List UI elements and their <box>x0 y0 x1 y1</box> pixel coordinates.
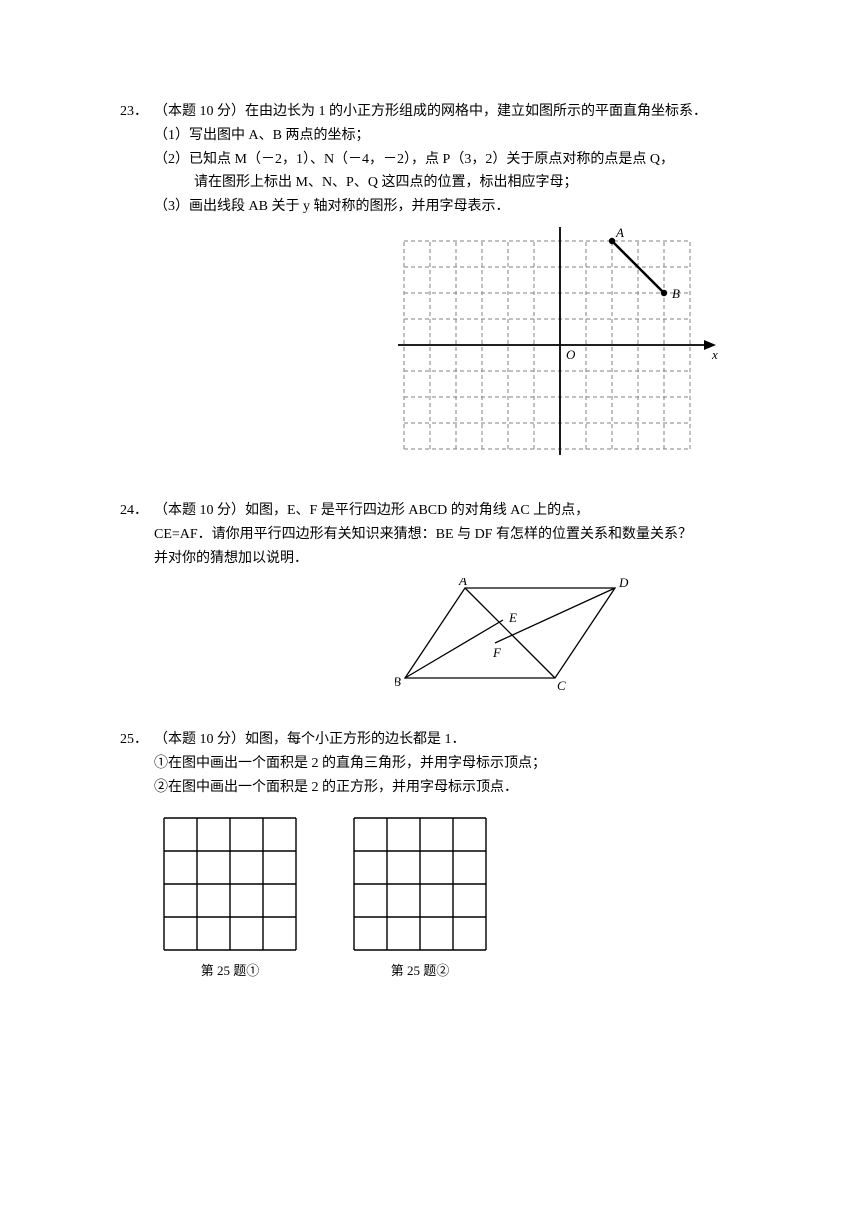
problem-25-figures: 第 25 题① 第 25 题② <box>120 814 740 982</box>
problem-24-figure: A D B C E F <box>120 578 740 698</box>
problem-25-grid2-col: 第 25 题② <box>350 814 490 982</box>
svg-text:B: B <box>672 286 680 301</box>
problem-25-number: 25． <box>120 728 154 799</box>
problem-24-body: （本题 10 分）如图，E、F 是平行四边形 ABCD 的对角线 AC 上的点， <box>154 499 740 523</box>
problem-24-head: 24． （本题 10 分）如图，E、F 是平行四边形 ABCD 的对角线 AC … <box>120 499 740 523</box>
problem-23-sub2b: 请在图形上标出 M、N、P、Q 这四点的位置，标出相应字母； <box>154 171 740 195</box>
problem-24: 24． （本题 10 分）如图，E、F 是平行四边形 ABCD 的对角线 AC … <box>120 499 740 698</box>
svg-text:C: C <box>557 678 566 693</box>
problem-23-text: （本题 10 分）在由边长为 1 的小正方形组成的网格中，建立如图所示的平面直角… <box>154 100 740 124</box>
problem-25-sub2: ②在图中画出一个面积是 2 的正方形，并用字母标示顶点． <box>154 776 740 800</box>
svg-text:A: A <box>615 227 624 240</box>
problem-25-sub1: ①在图中画出一个面积是 2 的直角三角形，并用字母标示顶点； <box>154 752 740 776</box>
problem-23-number: 23． <box>120 100 154 219</box>
problem-25-caption1: 第 25 题① <box>160 960 300 982</box>
problem-25: 25． （本题 10 分）如图，每个小正方形的边长都是 1． ①在图中画出一个面… <box>120 728 740 981</box>
grid-1-svg <box>160 814 300 954</box>
svg-text:B: B <box>395 674 401 689</box>
problem-23-sub1: （1）写出图中 A、B 两点的坐标； <box>154 124 740 148</box>
problem-23-sub3: （3）画出线段 AB 关于 y 轴对称的图形，并用字母表示． <box>154 195 740 219</box>
problem-24-text1: （本题 10 分）如图，E、F 是平行四边形 ABCD 的对角线 AC 上的点， <box>154 499 740 523</box>
svg-text:F: F <box>492 645 502 660</box>
problem-23-head: 23． （本题 10 分）在由边长为 1 的小正方形组成的网格中，建立如图所示的… <box>120 100 740 219</box>
grid-2-svg <box>350 814 490 954</box>
problem-24-number: 24． <box>120 499 154 523</box>
svg-text:E: E <box>508 610 517 625</box>
problem-23-body: （本题 10 分）在由边长为 1 的小正方形组成的网格中，建立如图所示的平面直角… <box>154 100 740 219</box>
problem-24-text2: CE=AF．请你用平行四边形有关知识来猜想：BE 与 DF 有怎样的位置关系和数… <box>120 523 740 547</box>
problem-23-figure: yxOAB <box>120 227 740 469</box>
svg-text:D: D <box>618 578 629 590</box>
problem-25-head: 25． （本题 10 分）如图，每个小正方形的边长都是 1． ①在图中画出一个面… <box>120 728 740 799</box>
problem-25-body: （本题 10 分）如图，每个小正方形的边长都是 1． ①在图中画出一个面积是 2… <box>154 728 740 799</box>
parallelogram-svg: A D B C E F <box>395 578 645 698</box>
problem-23: 23． （本题 10 分）在由边长为 1 的小正方形组成的网格中，建立如图所示的… <box>120 100 740 469</box>
coordinate-grid-svg: yxOAB <box>384 227 730 469</box>
problem-25-text: （本题 10 分）如图，每个小正方形的边长都是 1． <box>154 728 740 752</box>
svg-text:A: A <box>458 578 467 588</box>
problem-24-text3: 并对你的猜想加以说明． <box>120 547 740 571</box>
problem-25-caption2: 第 25 题② <box>350 960 490 982</box>
svg-text:x: x <box>711 347 718 362</box>
problem-23-sub2a: （2）已知点 M（－2，1）、N（－4，－2），点 P（3，2）关于原点对称的点… <box>154 148 740 172</box>
problem-25-grid1-col: 第 25 题① <box>160 814 300 982</box>
svg-text:O: O <box>566 347 576 362</box>
